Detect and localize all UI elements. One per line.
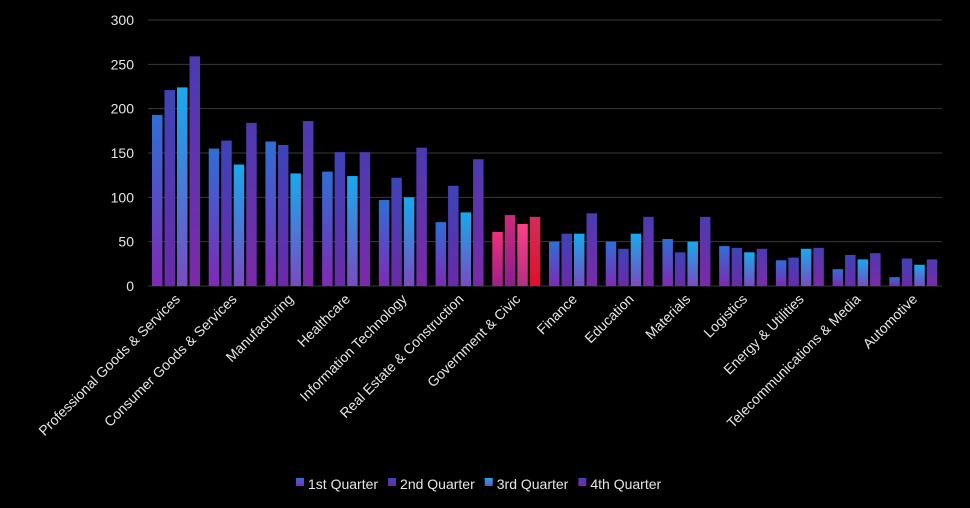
bar-4th-quarter — [586, 213, 597, 286]
bar-3rd-quarter — [290, 173, 301, 286]
bar-4th-quarter — [643, 216, 654, 286]
x-category-label: Education — [581, 291, 636, 346]
bar-2nd-quarter — [448, 185, 459, 286]
bar-3rd-quarter — [800, 248, 812, 286]
legend-label: 2nd Quarter — [400, 476, 475, 492]
bar-4th-quarter — [870, 253, 881, 286]
bar-2nd-quarter — [504, 215, 516, 286]
bar-1st-quarter — [265, 141, 276, 286]
bar-2nd-quarter — [164, 90, 175, 287]
bar-3rd-quarter — [517, 223, 528, 286]
x-category-label: Automotive — [859, 291, 920, 352]
bar-1st-quarter — [832, 269, 844, 286]
y-axis-ticks: 0 50 100 150 200 250 300 — [111, 12, 135, 294]
bar-4th-quarter — [756, 248, 768, 286]
bar-3rd-quarter — [460, 212, 472, 286]
bar-1st-quarter — [208, 148, 220, 286]
bar-1st-quarter — [152, 114, 163, 286]
bar-1st-quarter — [889, 277, 900, 286]
bar-1st-quarter — [662, 239, 673, 286]
bar-3rd-quarter — [630, 233, 642, 286]
bar-2nd-quarter — [334, 152, 346, 286]
bar-3rd-quarter — [687, 241, 698, 286]
bar-3rd-quarter — [233, 164, 245, 286]
legend-swatch — [578, 478, 587, 486]
bar-2nd-quarter — [845, 254, 856, 286]
bar-2nd-quarter — [618, 248, 629, 286]
legend-swatch — [484, 478, 493, 486]
bar-2nd-quarter — [561, 233, 572, 286]
x-category-label: Logistics — [700, 291, 750, 341]
bar-4th-quarter — [302, 121, 314, 286]
bar-2nd-quarter — [788, 257, 799, 286]
y-tick-label: 50 — [118, 234, 134, 250]
bar-4th-quarter — [699, 216, 711, 286]
bar-4th-quarter — [246, 122, 257, 286]
bar-1st-quarter — [549, 241, 560, 286]
x-category-label: Finance — [533, 291, 580, 338]
legend-swatch — [388, 478, 397, 486]
bar-1st-quarter — [775, 260, 787, 286]
bar-4th-quarter — [189, 56, 200, 286]
bar-3rd-quarter — [177, 87, 188, 287]
bars — [152, 56, 938, 287]
bar-2nd-quarter — [731, 247, 743, 286]
bar-3rd-quarter — [347, 176, 358, 286]
bar-1st-quarter — [435, 222, 447, 286]
x-category-label: Healthcare — [294, 291, 353, 350]
x-category-label: Government & Civic — [424, 291, 523, 390]
bar-4th-quarter — [529, 216, 541, 286]
bar-4th-quarter — [359, 152, 371, 286]
bar-2nd-quarter — [221, 140, 232, 286]
y-tick-label: 100 — [111, 189, 135, 205]
bar-1st-quarter — [605, 241, 617, 286]
bar-4th-quarter — [416, 147, 427, 286]
bar-1st-quarter — [719, 246, 730, 286]
y-tick-label: 250 — [111, 56, 135, 72]
legend-label: 1st Quarter — [308, 476, 378, 492]
x-category-label: Information Technology — [296, 291, 409, 404]
bar-3rd-quarter — [403, 197, 415, 286]
y-tick-label: 0 — [126, 278, 134, 294]
bar-3rd-quarter — [857, 259, 869, 286]
legend-swatch — [296, 478, 304, 486]
bar-3rd-quarter — [744, 252, 755, 286]
legend-label: 4th Quarter — [590, 476, 661, 492]
legend-label: 3rd Quarter — [497, 476, 569, 492]
bar-2nd-quarter — [391, 177, 402, 286]
bar-1st-quarter — [492, 231, 503, 286]
bar-3rd-quarter — [574, 233, 585, 286]
bar-1st-quarter — [322, 171, 333, 286]
bar-4th-quarter — [926, 259, 938, 286]
legend: 1st Quarter 2nd Quarter 3rd Quarter 4th Qua… — [296, 476, 661, 492]
bar-4th-quarter — [473, 159, 484, 286]
bar-2nd-quarter — [901, 258, 913, 286]
bar-4th-quarter — [813, 247, 824, 286]
y-tick-label: 300 — [111, 12, 135, 28]
x-category-label: Materials — [642, 291, 693, 342]
bar-2nd-quarter — [277, 145, 289, 286]
bar-3rd-quarter — [914, 264, 925, 286]
y-tick-label: 200 — [111, 101, 135, 117]
bar-1st-quarter — [378, 199, 390, 286]
bar-2nd-quarter — [674, 252, 686, 286]
y-tick-label: 150 — [111, 145, 135, 161]
